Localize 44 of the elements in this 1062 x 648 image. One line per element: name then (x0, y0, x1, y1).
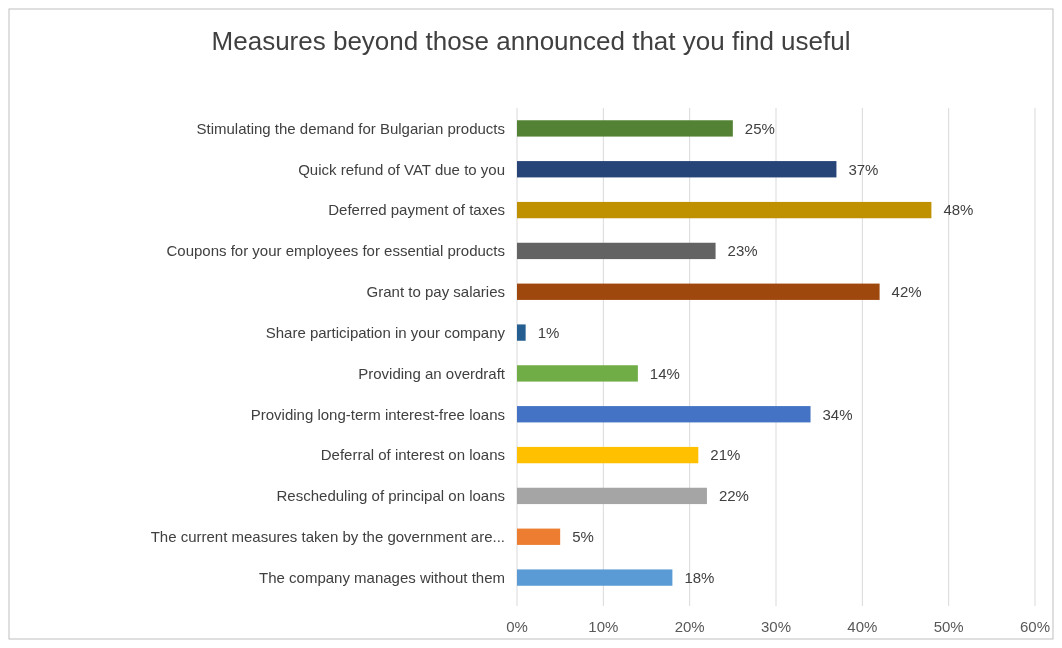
x-tick-label: 20% (674, 618, 705, 635)
data-label: 14% (649, 364, 680, 382)
bar (517, 324, 526, 341)
data-label: 18% (684, 568, 715, 586)
y-tick-label: Providing an overdraft (358, 364, 506, 382)
bar (517, 528, 561, 545)
y-tick-label: Share participation in your company (265, 323, 506, 341)
bar (517, 283, 880, 300)
bar (517, 406, 811, 423)
bar (517, 365, 638, 382)
y-tick-label: Stimulating the demand for Bulgarian products (196, 119, 505, 137)
data-label: 48% (943, 201, 974, 219)
y-tick-label: Deferral of interest on loans (320, 446, 505, 464)
bar (517, 120, 733, 137)
data-label: 23% (727, 242, 758, 260)
bar (517, 487, 707, 505)
y-tick-label: The company manages without them (259, 568, 505, 586)
bar (517, 446, 699, 464)
y-tick-label: Providing long-term interest-free loans (250, 405, 505, 423)
x-tick-label: 60% (1019, 618, 1051, 635)
y-tick-label: Grant to pay salaries (366, 283, 505, 300)
y-tick-label: Coupons for your employees for essential products (166, 242, 505, 260)
bar (517, 201, 932, 219)
data-label: 34% (822, 405, 853, 423)
x-tick-label: 40% (847, 618, 878, 635)
data-label: 37% (848, 160, 879, 178)
y-tick-label: Deferred payment of taxes (328, 201, 505, 219)
x-tick-label: 10% (588, 618, 619, 635)
data-label: 22% (718, 487, 749, 505)
y-tick-label: Rescheduling of principal on loans (276, 487, 505, 505)
data-label: 5% (572, 528, 594, 545)
bar (517, 161, 837, 178)
bar (517, 242, 716, 260)
y-tick-label: The current measures taken by the government are... (150, 528, 505, 545)
x-tick-label: 50% (933, 618, 964, 635)
data-label: 25% (744, 119, 775, 137)
y-tick-label: Quick refund of VAT due to you (298, 160, 505, 178)
bar (517, 569, 673, 586)
data-label: 21% (710, 446, 741, 464)
x-tick-label: 30% (760, 618, 792, 635)
x-tick-label: 0% (506, 618, 528, 635)
data-label: 1% (537, 323, 560, 341)
chart-title: Measures beyond those announced that you find useful (211, 26, 851, 56)
data-label: 42% (891, 283, 922, 300)
